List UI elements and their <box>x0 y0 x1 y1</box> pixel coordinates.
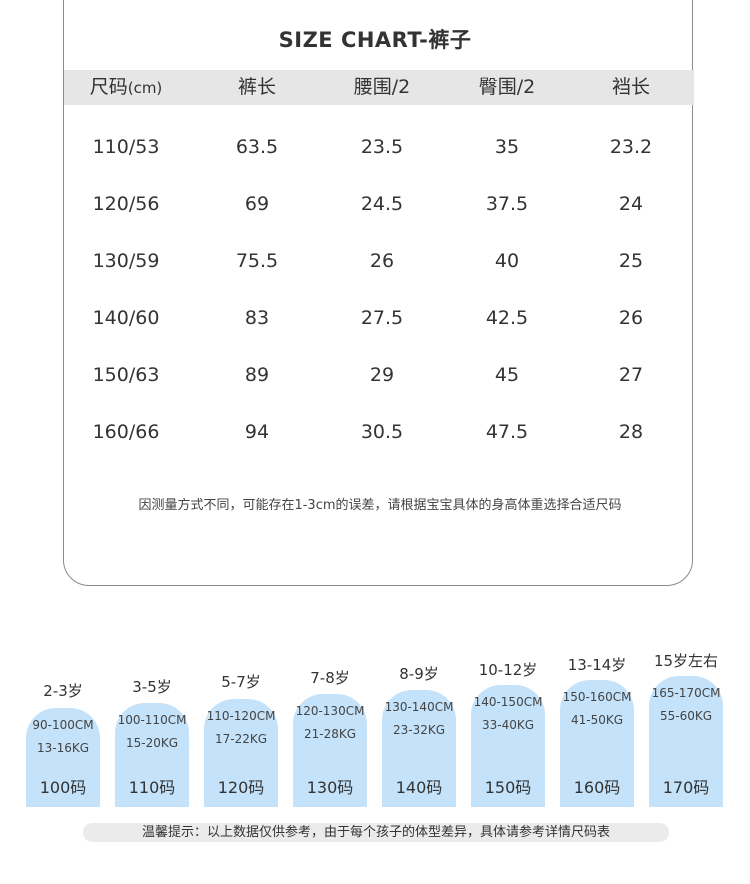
cell-waist: 27.5 <box>360 307 404 329</box>
cell-hip: 35 <box>494 136 520 158</box>
weight-range: 41-50KG <box>570 713 624 728</box>
size-pill: 150-160CM 41-50KG 160码 <box>560 680 634 807</box>
cell-rise: 24 <box>618 193 644 215</box>
size-pill: 110-120CM 17-22KG 120码 <box>204 698 278 807</box>
chart-title: SIZE CHART-裤子 <box>278 28 472 52</box>
age-size-item: 3-5岁 100-110CM 15-20KG 110码 <box>115 676 189 807</box>
cell-size: 140/60 <box>92 307 160 329</box>
cell-hip: 42.5 <box>485 307 529 329</box>
cell-waist: 23.5 <box>360 136 404 158</box>
cell-waist: 24.5 <box>360 193 404 215</box>
age-label: 7-8岁 <box>310 669 350 688</box>
age-size-item: 2-3岁 90-100CM 13-16KG 100码 <box>26 680 100 807</box>
weight-range: 15-20KG <box>125 736 179 751</box>
table-row: 130/59 75.5 26 40 25 <box>64 246 694 276</box>
cell-length: 75.5 <box>235 250 279 272</box>
size-code: 120码 <box>217 777 265 797</box>
age-size-item: 10-12岁 140-150CM 33-40KG 150码 <box>471 659 545 807</box>
cell-rise: 27 <box>618 364 644 386</box>
measurement-note: 因测量方式不同，可能存在1-3cm的误差，请根据宝宝具体的身高体重选择合适尺码 <box>138 498 622 513</box>
age-label: 10-12岁 <box>478 660 538 679</box>
cell-hip: 37.5 <box>485 193 529 215</box>
cell-length: 69 <box>244 193 270 215</box>
age-label: 13-14岁 <box>567 656 627 675</box>
header-rise: 裆长 <box>611 76 650 98</box>
cell-rise: 28 <box>618 421 644 443</box>
cell-size: 150/63 <box>92 364 160 386</box>
height-range: 130-140CM <box>384 699 454 714</box>
cell-hip: 40 <box>494 250 520 272</box>
cell-length: 89 <box>244 364 270 386</box>
size-pill: 140-150CM 33-40KG 150码 <box>471 685 545 807</box>
age-label: 15岁左右 <box>653 651 719 670</box>
height-range: 120-130CM <box>295 704 365 719</box>
size-code: 160码 <box>573 777 621 797</box>
size-code: 140码 <box>395 777 443 797</box>
cell-size: 120/56 <box>92 193 160 215</box>
height-range: 90-100CM <box>32 718 94 732</box>
age-label: 8-9岁 <box>399 664 439 683</box>
height-range: 140-150CM <box>473 695 543 709</box>
size-pill: 165-170CM 55-60KG 170码 <box>649 675 723 807</box>
cell-rise: 26 <box>618 307 644 329</box>
size-pill: 130-140CM 23-32KG 140码 <box>382 689 456 807</box>
cell-waist: 29 <box>369 364 395 386</box>
header-size-label: 尺码 <box>89 76 128 98</box>
cell-size: 160/66 <box>92 421 160 443</box>
age-size-item: 15岁左右 165-170CM 55-60KG 170码 <box>649 650 723 807</box>
size-code: 170码 <box>662 777 710 797</box>
cell-length: 83 <box>244 307 270 329</box>
age-size-item: 13-14岁 150-160CM 41-50KG 160码 <box>560 654 634 807</box>
size-pill: 120-130CM 21-28KG 130码 <box>293 694 367 807</box>
table-row: 110/53 63.5 23.5 35 23.2 <box>64 132 694 162</box>
tip-bar: 温馨提示：以上数据仅供参考，由于每个孩子的体型差异，具体请参考详情尺码表 <box>83 823 669 842</box>
header-size-unit: (cm) <box>127 79 163 97</box>
header-hip: 臀围/2 <box>478 76 536 98</box>
size-code: 150码 <box>484 778 532 797</box>
cell-rise: 23.2 <box>609 136 653 158</box>
cell-waist: 30.5 <box>360 421 404 443</box>
age-label: 2-3岁 <box>43 682 83 700</box>
header-waist: 腰围/2 <box>353 76 411 98</box>
height-range: 100-110CM <box>117 713 187 728</box>
table-header-row: 尺码(cm) 裤长 腰围/2 臀围/2 裆长 <box>64 70 694 105</box>
cell-size: 110/53 <box>92 136 160 158</box>
table-row: 150/63 89 29 45 27 <box>64 360 694 390</box>
height-range: 150-160CM <box>562 690 632 705</box>
age-label: 5-7岁 <box>221 673 261 692</box>
cell-rise: 25 <box>618 250 644 272</box>
size-pill: 90-100CM 13-16KG 100码 <box>26 708 100 807</box>
table-row: 160/66 94 30.5 47.5 28 <box>64 417 694 447</box>
weight-range: 17-22KG <box>214 731 268 746</box>
cell-length: 94 <box>244 421 270 443</box>
table-row: 120/56 69 24.5 37.5 24 <box>64 189 694 219</box>
age-size-item: 8-9岁 130-140CM 23-32KG 140码 <box>382 663 456 807</box>
weight-range: 33-40KG <box>481 718 535 732</box>
size-code: 100码 <box>39 778 87 797</box>
cell-size: 130/59 <box>92 250 160 272</box>
size-pill: 100-110CM 15-20KG 110码 <box>115 703 189 807</box>
size-code: 110码 <box>128 777 176 797</box>
weight-range: 55-60KG <box>659 708 713 723</box>
height-range: 110-120CM <box>206 708 276 723</box>
age-size-item: 7-8岁 120-130CM 21-28KG 130码 <box>293 667 367 807</box>
cell-waist: 26 <box>369 250 395 272</box>
header-size: 尺码(cm) <box>64 70 188 106</box>
weight-range: 21-28KG <box>303 727 357 742</box>
size-code: 130码 <box>306 777 354 797</box>
cell-hip: 47.5 <box>485 421 529 443</box>
weight-range: 23-32KG <box>392 722 446 737</box>
height-range: 165-170CM <box>651 685 721 700</box>
age-label: 3-5岁 <box>132 677 172 696</box>
cell-hip: 45 <box>494 364 520 386</box>
header-length: 裤长 <box>237 76 276 98</box>
table-row: 140/60 83 27.5 42.5 26 <box>64 303 694 333</box>
age-size-item: 5-7岁 110-120CM 17-22KG 120码 <box>204 671 278 807</box>
weight-range: 13-16KG <box>36 741 90 755</box>
cell-length: 63.5 <box>235 136 279 158</box>
